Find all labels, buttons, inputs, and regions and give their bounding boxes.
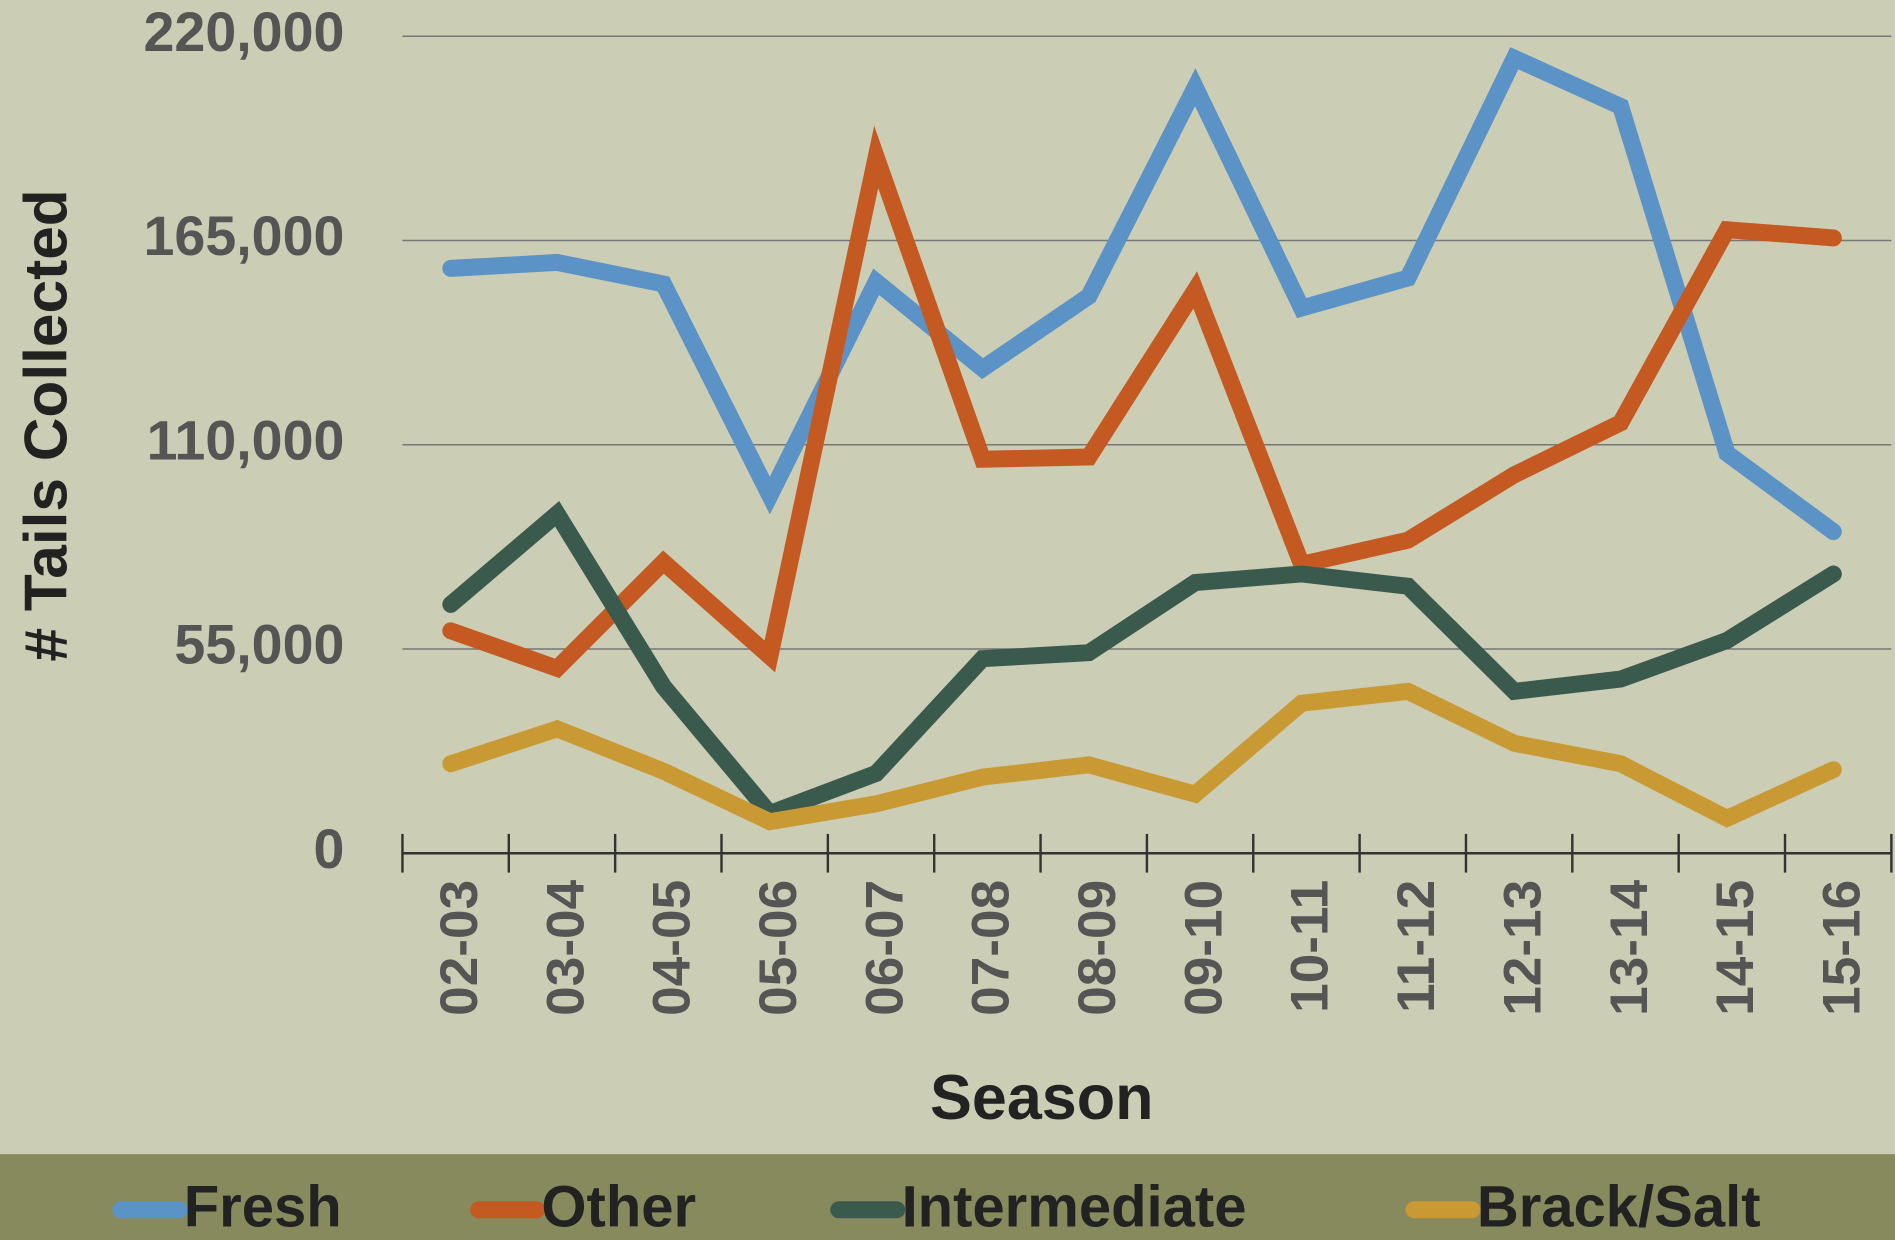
x-tick-label: 06-07 [855, 880, 914, 1016]
x-tick-label: 08-09 [1068, 880, 1127, 1016]
series-line [442, 125, 1842, 679]
x-tick-label: 02-03 [430, 880, 489, 1016]
y-axis-title: # Tails Collected [12, 189, 80, 661]
y-tick-label: 220,000 [144, 1, 345, 63]
x-tick-label: 07-08 [962, 880, 1021, 1016]
x-tick-label: 09-10 [1174, 880, 1233, 1016]
x-tick-label: 14-15 [1706, 880, 1765, 1016]
legend-label: Intermediate [902, 1174, 1247, 1239]
x-tick-label: 10-11 [1281, 880, 1340, 1013]
x-tick-label: 05-06 [749, 880, 808, 1016]
series-line [442, 500, 1842, 824]
legend-label: Other [541, 1174, 696, 1239]
series-line [442, 47, 1842, 541]
legend-label: Brack/Salt [1477, 1174, 1761, 1239]
y-tick-label: 165,000 [144, 205, 345, 267]
x-tick-label: 13-14 [1600, 879, 1659, 1015]
series-line [442, 682, 1842, 831]
x-tick-label: 04-05 [643, 880, 702, 1016]
x-tick-label: 03-04 [536, 879, 595, 1015]
legend-label: Fresh [184, 1174, 342, 1239]
y-tick-label: 55,000 [174, 614, 344, 676]
x-tick-label: 11-12 [1387, 880, 1446, 1013]
y-tick-label: 0 [314, 818, 345, 880]
x-tick-label: 12-13 [1493, 880, 1552, 1016]
y-tick-label: 110,000 [147, 409, 345, 471]
x-axis-title: Season [930, 1063, 1154, 1133]
legend-band [0, 1154, 1895, 1240]
x-tick-label: 15-16 [1812, 880, 1871, 1016]
